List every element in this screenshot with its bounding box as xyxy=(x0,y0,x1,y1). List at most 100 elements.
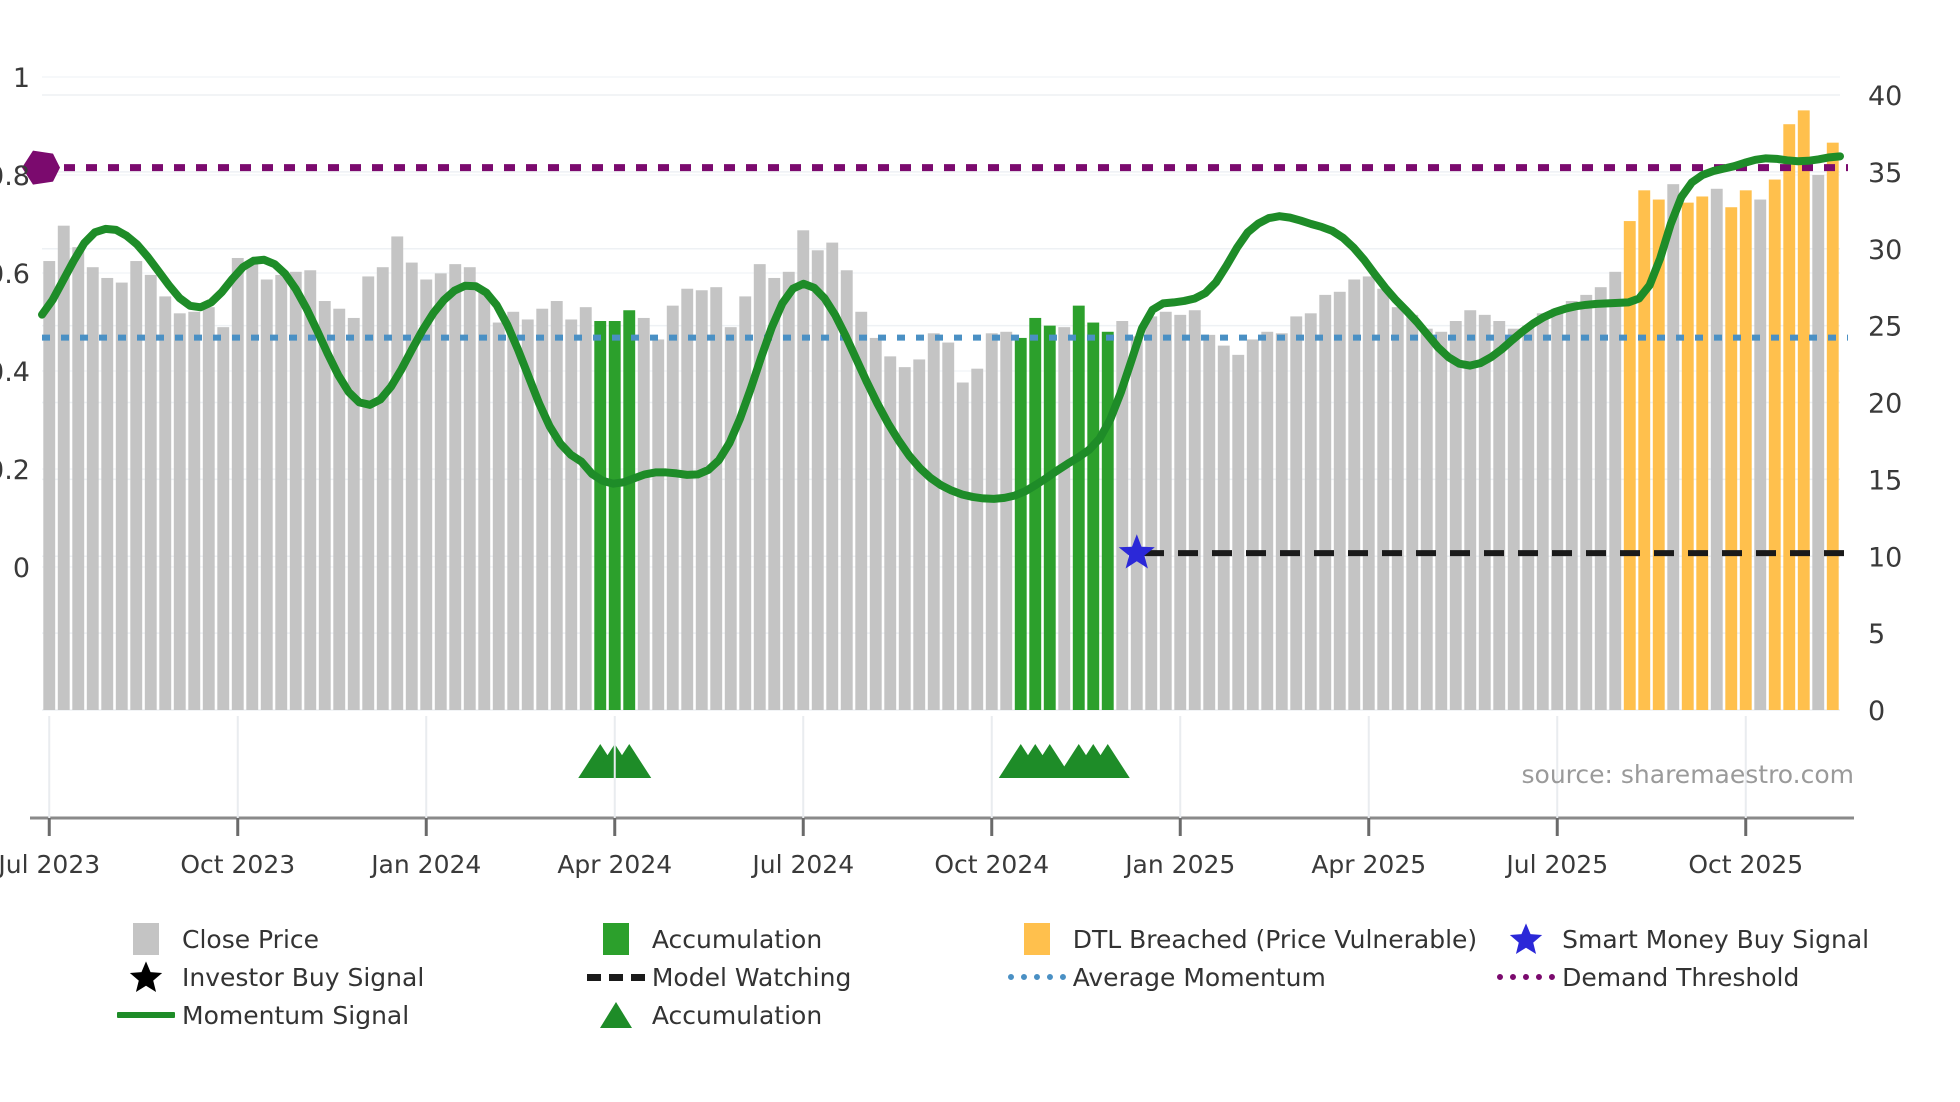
legend-label: Demand Threshold xyxy=(1562,962,1800,992)
close-price-bar xyxy=(1290,316,1303,710)
close-price-bar xyxy=(478,290,491,710)
legend-item-demand-threshold[interactable]: Demand Threshold xyxy=(1490,958,1960,996)
legend-item-accumulation-bar[interactable]: Accumulation xyxy=(580,920,1001,958)
left-axis-tick-label: 1 xyxy=(13,63,30,94)
model-watching-dash-icon xyxy=(580,973,652,981)
close-price-bar xyxy=(57,225,70,710)
demand-threshold-dot-icon xyxy=(1490,974,1562,980)
close-price-bar xyxy=(1174,314,1187,710)
accumulation-bar xyxy=(1029,317,1042,710)
left-axis-tick-label: 0 xyxy=(13,553,30,584)
legend-label: Accumulation xyxy=(651,924,823,954)
accumulation-triangle-marker xyxy=(1085,744,1130,778)
legend-item-dtl-breached[interactable]: DTL Breached (Price Vulnerable) xyxy=(1001,920,1490,958)
close-price-bar xyxy=(289,271,302,710)
accumulation-triangle-icon xyxy=(580,1002,652,1028)
investor-buy-star-icon xyxy=(110,960,182,994)
legend-label: Smart Money Buy Signal xyxy=(1562,924,1870,954)
x-axis-tick-label: Jul 2025 xyxy=(1504,850,1608,879)
legend-label: Average Momentum xyxy=(1072,962,1326,992)
close-price-bar xyxy=(521,319,534,710)
legend-item-close-price[interactable]: Close Price xyxy=(0,920,580,958)
close-price-bar xyxy=(1420,328,1433,710)
close-price-bar xyxy=(826,242,839,710)
close-price-bar xyxy=(1594,287,1607,710)
close-price-bar xyxy=(420,279,433,710)
close-price-bar xyxy=(797,230,810,711)
left-axis-tick-label: 0.4 xyxy=(0,357,30,388)
x-axis-tick-label: Jan 2025 xyxy=(1123,850,1235,879)
legend-item-momentum-signal[interactable]: Momentum Signal xyxy=(0,996,580,1034)
close-price-bar xyxy=(1333,291,1346,710)
close-price-bar xyxy=(1565,301,1578,710)
close-price-bar xyxy=(782,271,795,710)
close-price-bar xyxy=(1522,325,1535,711)
close-price-bar xyxy=(333,308,346,710)
close-price-bar xyxy=(1275,333,1288,710)
accumulation-bar xyxy=(623,310,636,710)
legend-label: Investor Buy Signal xyxy=(182,962,425,992)
legend-label: Accumulation xyxy=(651,1000,823,1030)
close-price-bar xyxy=(260,279,273,710)
average-momentum-dot-icon xyxy=(1001,974,1073,980)
close-price-bar xyxy=(898,367,911,710)
close-price-bar xyxy=(347,317,360,710)
close-price-bar xyxy=(637,317,650,710)
close-price-bar xyxy=(724,327,737,710)
dtl-breached-bar xyxy=(1826,142,1839,710)
right-axis-tick-label: 15 xyxy=(1868,465,1902,496)
close-price-bar xyxy=(1710,188,1723,711)
close-price-bar xyxy=(72,247,85,710)
legend-item-accumulation-triangle[interactable]: Accumulation xyxy=(580,996,1001,1034)
right-axis-tick-label: 10 xyxy=(1868,542,1902,573)
x-axis-tick-label: Jan 2024 xyxy=(369,850,481,879)
close-price-bar xyxy=(1058,327,1071,710)
close-price-bar xyxy=(1261,331,1274,710)
x-axis-tick-label: Apr 2025 xyxy=(1311,850,1426,879)
legend-item-smart-money-buy-signal[interactable]: Smart Money Buy Signal xyxy=(1490,920,1960,958)
close-price-bar xyxy=(913,359,926,710)
dtl-breached-bar xyxy=(1623,221,1636,710)
close-price-bar xyxy=(1464,310,1477,710)
close-price-bar xyxy=(173,313,186,710)
legend-row-1: Close Price Accumulation DTL Breached (P… xyxy=(0,920,1960,958)
legend-item-average-momentum[interactable]: Average Momentum xyxy=(1001,958,1490,996)
right-axis-tick-label: 5 xyxy=(1868,619,1885,650)
dtl-breached-bar xyxy=(1739,190,1752,710)
x-axis-tick-label: Jul 2024 xyxy=(750,850,854,879)
plot-canvas: Jul 2023 Oct 2023 Jan 2024 Apr 2024 Jul 2024… xyxy=(0,63,1902,879)
dtl-breached-bar xyxy=(1783,124,1796,710)
close-price-bar xyxy=(1406,314,1419,710)
close-price-bar xyxy=(1348,279,1361,710)
momentum-signal-line-icon xyxy=(110,1012,182,1018)
close-price-bar xyxy=(1478,314,1491,710)
right-axis-tick-label: 35 xyxy=(1868,158,1902,189)
x-axis-tick-label: Jul 2023 xyxy=(0,850,100,879)
close-price-bar xyxy=(768,277,781,710)
close-price-bar xyxy=(1580,294,1593,711)
right-axis-tick-label: 20 xyxy=(1868,389,1902,420)
close-price-bar xyxy=(1609,271,1622,710)
legend-item-investor-buy-signal[interactable]: Investor Buy Signal xyxy=(0,958,580,996)
x-axis-tick-label: Apr 2024 xyxy=(557,850,672,879)
close-price-bar xyxy=(304,270,317,710)
close-price-bar xyxy=(1435,331,1448,710)
accumulation-bar xyxy=(1014,337,1027,710)
chart-legend: Close Price Accumulation DTL Breached (P… xyxy=(0,920,1960,1034)
right-axis-tick-label: 0 xyxy=(1868,696,1885,727)
dtl-breached-bar xyxy=(1696,196,1709,711)
close-price-bar xyxy=(1145,316,1158,710)
close-price-bar xyxy=(144,274,157,710)
close-price-bar xyxy=(1000,331,1013,710)
source-note: source: sharemaestro.com xyxy=(1522,760,1855,789)
close-price-bar xyxy=(376,267,389,710)
close-price-bar xyxy=(884,356,897,711)
smart-money-star-icon xyxy=(1490,922,1562,956)
close-price-bar xyxy=(1536,313,1549,710)
legend-item-model-watching[interactable]: Model Watching xyxy=(580,958,1001,996)
close-price-bar xyxy=(86,267,99,710)
close-price-bar xyxy=(159,296,172,710)
accumulation-bar xyxy=(1087,322,1100,710)
close-price-bar xyxy=(927,333,940,710)
close-price-bar xyxy=(811,250,824,711)
